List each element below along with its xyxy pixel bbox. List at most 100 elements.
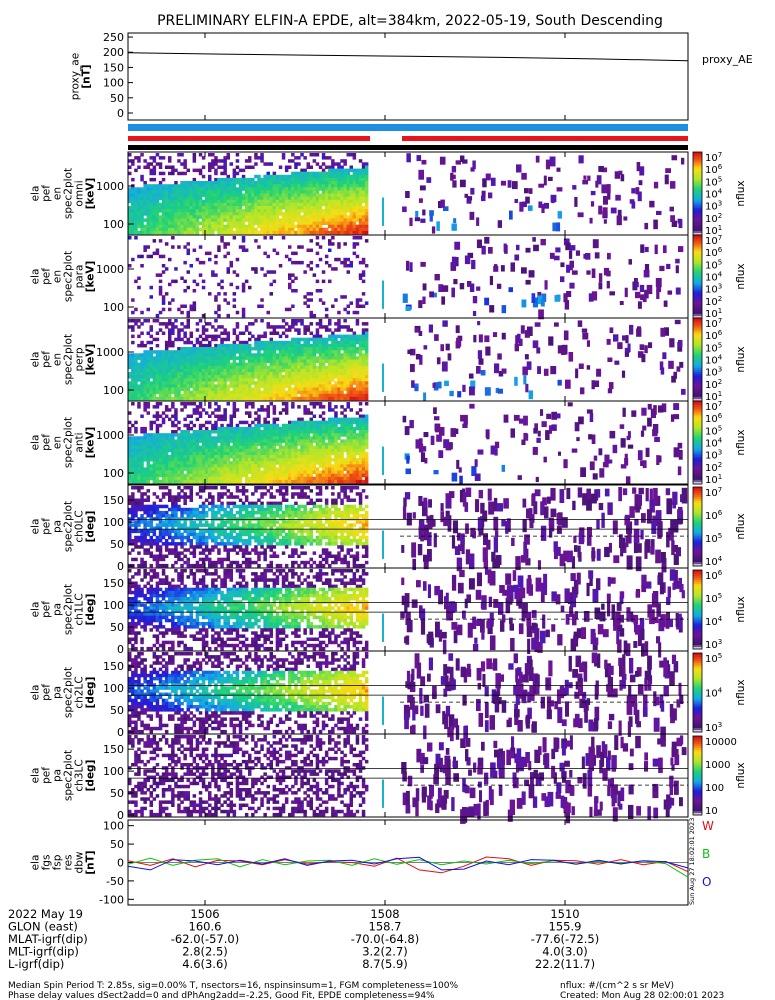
spectrogram-cell	[254, 439, 258, 443]
spectrogram-cell	[414, 386, 419, 392]
spectrogram-cell	[214, 187, 218, 191]
spectrogram-cell	[158, 423, 163, 428]
spectrogram-cell	[524, 188, 529, 194]
spectrogram-cell	[321, 177, 326, 182]
spectrogram-cell	[364, 372, 369, 376]
spectrogram-cell	[275, 384, 280, 388]
spectrogram-cell	[161, 433, 166, 437]
spectrogram-cell	[208, 365, 212, 370]
spectrogram-cell	[269, 347, 273, 351]
spectrogram-cell	[492, 332, 498, 337]
spectrogram-cell	[214, 393, 218, 398]
spectrogram-cell	[217, 426, 221, 431]
spectrogram-cell	[244, 353, 249, 357]
spectrogram-cell	[174, 365, 178, 370]
spectrogram-cell	[610, 207, 617, 214]
spectrogram-cell	[168, 375, 172, 379]
spectrogram-cell	[177, 212, 181, 216]
spectrogram-cell	[554, 322, 559, 327]
spectrogram-cell	[211, 396, 215, 401]
spectrogram-cell	[208, 215, 212, 219]
spectrogram-cell	[152, 168, 157, 173]
spectrogram-cell	[137, 375, 141, 379]
spectrogram-cell	[143, 224, 147, 229]
spectrogram-cell	[337, 227, 341, 232]
spectrogram-cell	[275, 190, 280, 194]
spectrogram-cell	[315, 381, 320, 385]
spectrogram-cell	[364, 206, 369, 210]
spectrogram-cell	[208, 476, 212, 481]
spectrogram-cell	[201, 199, 206, 204]
spectrogram-cell	[155, 476, 160, 481]
spectrogram-cell	[315, 359, 320, 363]
spectrogram-cell	[211, 165, 215, 169]
spectrogram-cell	[337, 215, 341, 219]
colorbar-cell	[693, 214, 702, 217]
spectrogram-cell	[334, 381, 338, 385]
spectrogram-cell	[183, 365, 187, 370]
spectrogram-cell	[248, 165, 252, 169]
spectrogram-cell	[306, 215, 310, 219]
spectrogram-cell	[331, 372, 335, 376]
spectrogram-cell	[312, 224, 317, 229]
spectrogram-cell	[244, 467, 249, 471]
spectrogram-cell	[155, 353, 160, 357]
spectrogram-cell	[229, 375, 233, 379]
spectrogram-cell	[198, 353, 203, 357]
spectrogram-cell	[217, 455, 221, 459]
spectrogram-cell	[431, 226, 436, 234]
spectrogram-cell	[343, 230, 347, 235]
spectrogram-cell	[266, 390, 270, 395]
spectrogram-cell	[260, 372, 264, 376]
spectrogram-cell	[174, 372, 178, 376]
spectrogram-cell	[315, 343, 320, 348]
spectrogram-cell	[171, 279, 175, 284]
spectrogram-cell	[152, 464, 157, 468]
spectrogram-cell	[266, 215, 270, 219]
spectrogram-cell	[244, 350, 249, 354]
spectrogram-cell	[143, 199, 147, 204]
spectrogram-cell	[306, 187, 310, 191]
spectrogram-cell	[192, 378, 197, 382]
spectrogram-cell	[161, 393, 166, 398]
spectrogram-cell	[241, 393, 246, 398]
spectrogram-cell	[198, 467, 203, 471]
spectrogram-cell	[238, 190, 243, 194]
spectrogram-cell	[158, 365, 163, 370]
spectrogram-cell	[183, 331, 187, 335]
spectrogram-cell	[244, 181, 249, 185]
spectrogram-cell	[291, 378, 295, 382]
spectrogram-cell	[244, 464, 249, 468]
spectrogram-cell	[257, 408, 261, 412]
spectrogram-cell	[429, 291, 434, 298]
spectrogram-cell	[303, 212, 307, 216]
spectrogram-cell	[186, 464, 190, 468]
spectrogram-cell	[232, 215, 237, 219]
spectrogram-cell	[294, 177, 298, 182]
spectrogram-cell	[177, 464, 181, 468]
spectrogram-cell	[254, 184, 258, 188]
spectrogram-cell	[318, 325, 323, 329]
spectrogram-cell	[346, 199, 350, 204]
spectrogram-cell	[312, 174, 317, 179]
spectrogram-cell	[161, 455, 166, 459]
spectrogram-cell	[364, 390, 369, 395]
spectrogram-cell	[248, 378, 252, 382]
spectrogram-cell	[358, 206, 363, 210]
spectrogram-cell	[214, 384, 218, 388]
spectrogram-cell	[315, 378, 320, 382]
spectrogram-cell	[161, 420, 166, 425]
spectrogram-cell	[318, 245, 323, 249]
spectrogram-cell	[260, 347, 264, 351]
spectrogram-cell	[164, 378, 169, 382]
spectrogram-cell	[140, 362, 144, 367]
spectrogram-cell	[244, 390, 249, 395]
spectrogram-cell	[346, 393, 350, 398]
spectrogram-cell	[183, 458, 187, 462]
spectrogram-cell	[217, 473, 221, 478]
spectrogram-cell	[355, 187, 360, 191]
spectrogram-cell	[278, 184, 283, 188]
spectrogram-cell	[334, 298, 338, 302]
spectrogram-cell	[208, 467, 212, 471]
spectrogram-cell	[288, 184, 292, 188]
